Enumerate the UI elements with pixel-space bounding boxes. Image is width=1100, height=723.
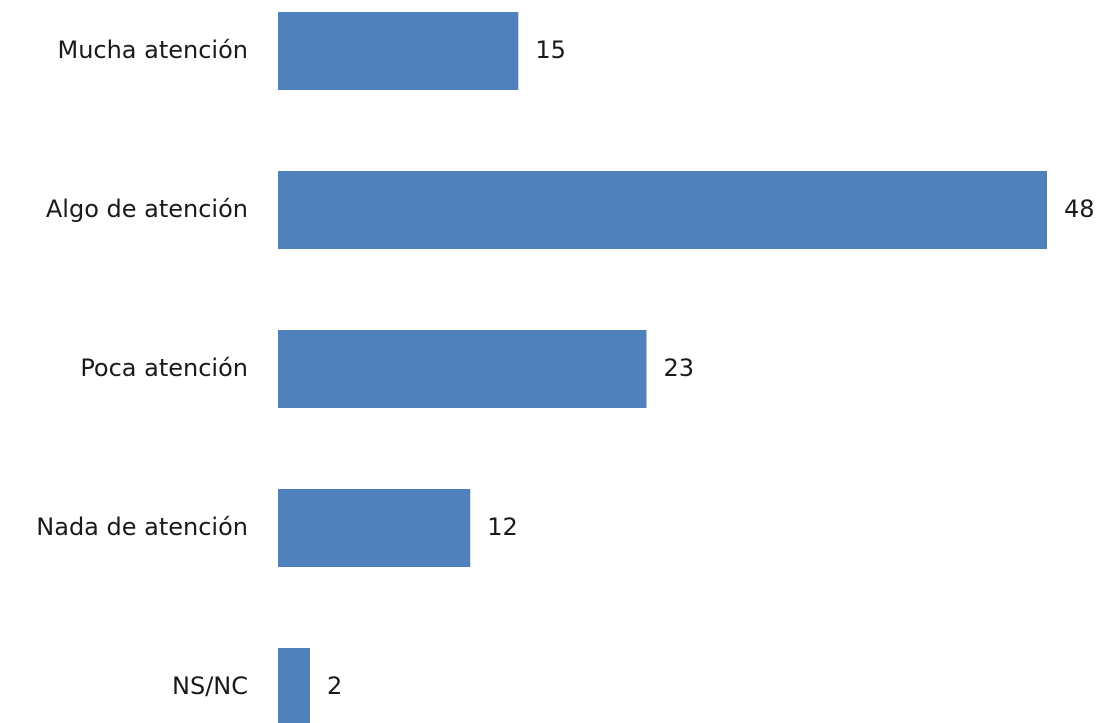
category-label: Mucha atención (57, 36, 248, 64)
category-labels: Mucha atención Algo de atención Poca atenc… (36, 36, 248, 700)
category-label: Algo de atención (46, 195, 248, 223)
bar (278, 12, 519, 90)
data-label: 48 (1064, 195, 1095, 223)
bar (278, 648, 311, 723)
category-label: Poca atención (80, 354, 248, 382)
bars (278, 12, 1047, 723)
data-labels: 15 48 23 12 2 (327, 36, 1095, 700)
bar (278, 489, 471, 567)
category-label: Nada de atención (36, 513, 248, 541)
data-label: 15 (535, 36, 566, 64)
data-label: 23 (663, 354, 694, 382)
data-label: 12 (487, 513, 518, 541)
bar (278, 330, 647, 408)
bar (278, 171, 1047, 249)
data-label: 2 (327, 672, 342, 700)
category-label: NS/NC (172, 672, 248, 700)
